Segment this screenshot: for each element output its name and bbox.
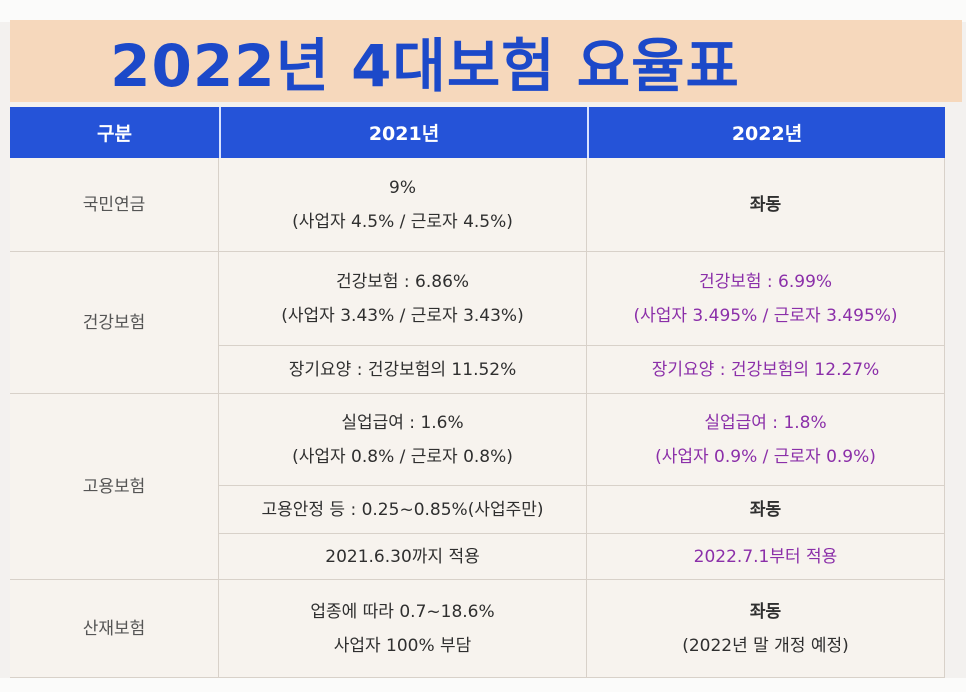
ltc-2022-cell: 장기요양 : 건강보험의 12.27% [587, 346, 945, 394]
category-health: 건강보험 [10, 252, 219, 394]
health-2021-cell: 건강보험 : 6.86% (사업자 3.43% / 근로자 3.43%) [219, 252, 587, 346]
applied-2021-line1: 2021.6.30까지 적용 [325, 546, 480, 567]
table-header: 구분 2021년 2022년 [10, 107, 945, 158]
health-2022-line2: (사업자 3.495% / 근로자 3.495%) [633, 305, 898, 326]
pension-2021-cell: 9% (사업자 4.5% / 근로자 4.5%) [219, 158, 587, 252]
health-2021-line2: (사업자 3.43% / 근로자 3.43%) [281, 305, 524, 326]
industrial-2021-line1: 업종에 따라 0.7~18.6% [310, 601, 495, 622]
employment-2022-cell: 실업급여 : 1.8% (사업자 0.9% / 근로자 0.9%) [587, 394, 945, 486]
applied-2022-line1: 2022.7.1부터 적용 [693, 546, 838, 567]
industrial-2021-line2: 사업자 100% 부담 [333, 635, 472, 656]
pension-2021-line1: 9% [389, 177, 416, 198]
employment-2021-line1: 실업급여 : 1.6% [341, 412, 464, 433]
ltc-2022-line1: 장기요양 : 건강보험의 12.27% [651, 359, 880, 380]
employment-2022-line2: (사업자 0.9% / 근로자 0.9%) [655, 446, 876, 467]
pension-2022-cell: 좌동 [587, 158, 945, 252]
stability-2022-line1: 좌동 [749, 499, 782, 520]
header-2022: 2022년 [587, 107, 945, 158]
stability-2021-line1: 고용안정 등 : 0.25~0.85%(사업주만) [261, 499, 544, 520]
industrial-2022-line1: 좌동 [749, 601, 782, 622]
applied-2022-cell: 2022.7.1부터 적용 [587, 534, 945, 580]
stability-2022-cell: 좌동 [587, 486, 945, 534]
rate-table: 국민연금 9% (사업자 4.5% / 근로자 4.5%) 좌동 건강보험 건강… [10, 158, 945, 678]
header-category: 구분 [97, 123, 132, 145]
photo-frame-bottom [0, 678, 966, 692]
category-employment: 고용보험 [10, 394, 219, 580]
health-2021-line1: 건강보험 : 6.86% [335, 271, 470, 292]
header-2021: 2021년 [219, 107, 587, 158]
pension-2021-line2: (사업자 4.5% / 근로자 4.5%) [292, 211, 513, 232]
category-pension: 국민연금 [10, 158, 219, 252]
ltc-2021-cell: 장기요양 : 건강보험의 11.52% [219, 346, 587, 394]
industrial-2022-cell: 좌동 (2022년 말 개정 예정) [587, 580, 945, 678]
pension-2022-line1: 좌동 [749, 194, 782, 215]
title-band: 2022년 4대보험 요율표 [10, 20, 962, 102]
applied-2021-cell: 2021.6.30까지 적용 [219, 534, 587, 580]
employment-2021-cell: 실업급여 : 1.6% (사업자 0.8% / 근로자 0.8%) [219, 394, 587, 486]
health-2022-cell: 건강보험 : 6.99% (사업자 3.495% / 근로자 3.495%) [587, 252, 945, 346]
photo-frame-top [0, 0, 966, 22]
employment-2022-line1: 실업급여 : 1.8% [704, 412, 827, 433]
employment-2021-line2: (사업자 0.8% / 근로자 0.8%) [292, 446, 513, 467]
page-title: 2022년 4대보험 요율표 [110, 32, 740, 100]
health-2022-line1: 건강보험 : 6.99% [698, 271, 833, 292]
industrial-2022-line2: (2022년 말 개정 예정) [682, 635, 849, 656]
stability-2021-cell: 고용안정 등 : 0.25~0.85%(사업주만) [219, 486, 587, 534]
category-industrial: 산재보험 [10, 580, 219, 678]
ltc-2021-line1: 장기요양 : 건강보험의 11.52% [288, 359, 517, 380]
industrial-2021-cell: 업종에 따라 0.7~18.6% 사업자 100% 부담 [219, 580, 587, 678]
